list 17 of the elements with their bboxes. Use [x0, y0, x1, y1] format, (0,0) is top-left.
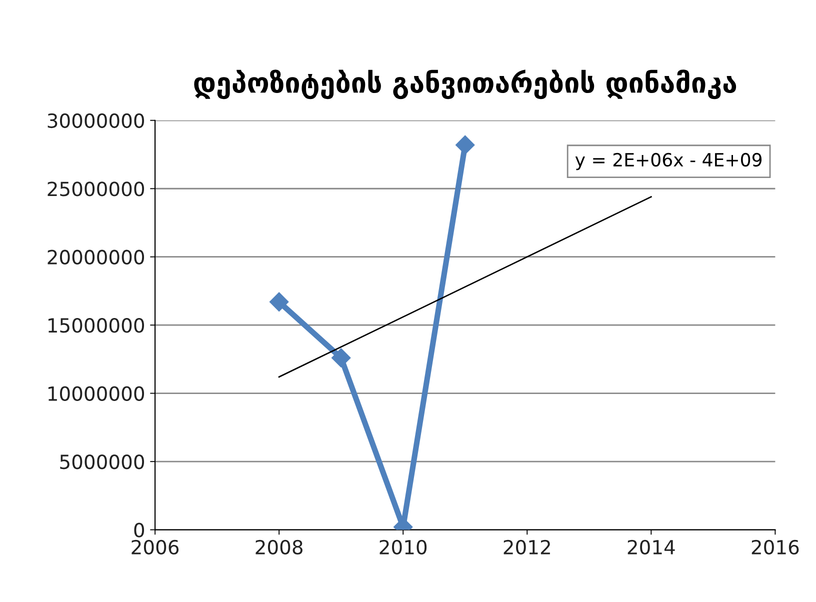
x-tick-label: 2014: [628, 540, 675, 555]
y-tick-label: 15000000: [48, 318, 144, 333]
chart-title: დეპოზიტების განვითარების დინამიკა: [194, 70, 736, 100]
y-tick-label: 30000000: [48, 113, 144, 128]
point: [270, 292, 289, 312]
y-tick-label: 0: [134, 522, 144, 538]
point: [332, 348, 351, 368]
x-tick-label: 2012: [504, 540, 550, 555]
x-tick-label: 2008: [256, 540, 302, 555]
y-tick-label: 20000000: [48, 250, 144, 265]
y-tick-label: 25000000: [48, 182, 144, 196]
x-tick-label: 2016: [752, 540, 799, 555]
x-tick-label: 2006: [132, 540, 179, 555]
y-tick-label: 10000000: [48, 386, 144, 401]
annotation: y = 2E+06x - 4E+09: [575, 152, 762, 170]
x-tick-label: 2010: [380, 540, 427, 555]
y-tick-label: 5000000: [60, 454, 144, 470]
